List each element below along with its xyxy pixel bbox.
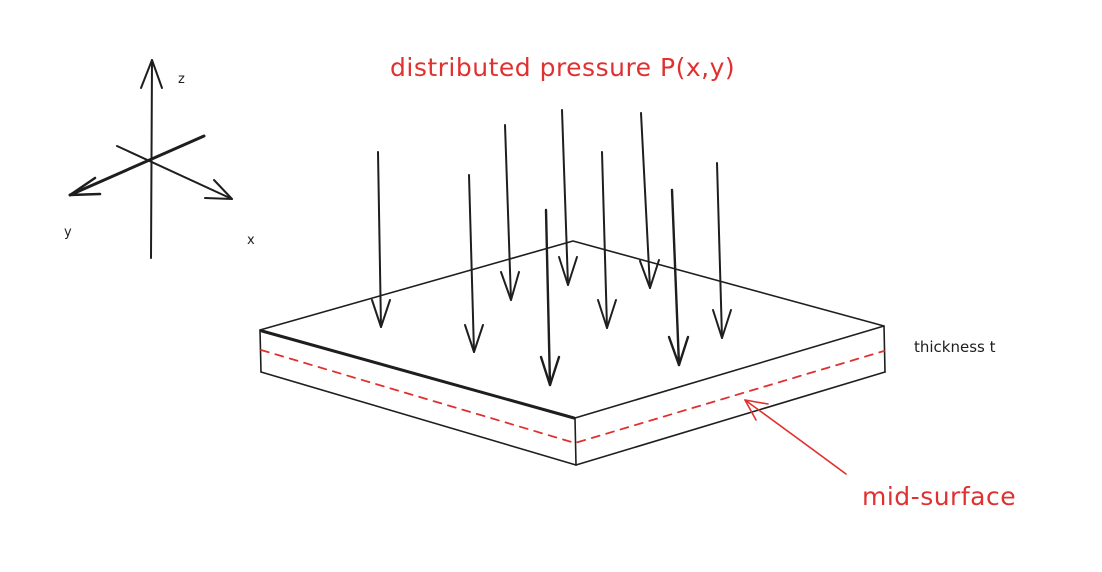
mid-surface-line xyxy=(260,349,885,444)
mid-surface-pointer-arrow xyxy=(744,399,847,475)
mid-surface-label: mid-surface xyxy=(862,482,1016,511)
pressure-arrow xyxy=(371,151,391,328)
pressure-arrows xyxy=(371,109,732,387)
pressure-arrow xyxy=(597,151,617,329)
plate-bottom-left-edge xyxy=(260,371,577,466)
x-axis xyxy=(116,145,233,200)
coordinate-axes: z y x xyxy=(64,59,255,259)
pressure-arrow xyxy=(464,174,484,353)
pressure-arrow xyxy=(639,112,660,289)
z-axis-arrowhead xyxy=(140,59,163,89)
plate-top-face xyxy=(259,240,885,419)
pressure-arrow xyxy=(667,188,690,367)
y-axis-label: y xyxy=(64,225,72,240)
z-axis-label: z xyxy=(178,72,185,87)
plate-front-vertical-edge xyxy=(574,417,577,466)
pressure-arrow xyxy=(712,162,732,339)
y-axis-arrowhead xyxy=(68,176,102,197)
pressure-arrow xyxy=(558,109,578,286)
plate-right-vertical-edge xyxy=(883,325,886,373)
thickness-label: thickness t xyxy=(914,338,996,356)
pressure-arrow xyxy=(539,208,561,387)
y-axis xyxy=(68,134,206,197)
pressure-arrow xyxy=(500,124,520,301)
plate-top-front-edge xyxy=(260,329,576,420)
plate xyxy=(259,240,886,466)
pressure-label: distributed pressure P(x,y) xyxy=(390,53,735,82)
plate-bottom-right-edge xyxy=(575,371,886,466)
x-axis-arrowhead xyxy=(204,179,233,200)
plate-left-vertical-edge xyxy=(259,329,262,373)
x-axis-label: x xyxy=(247,233,255,248)
